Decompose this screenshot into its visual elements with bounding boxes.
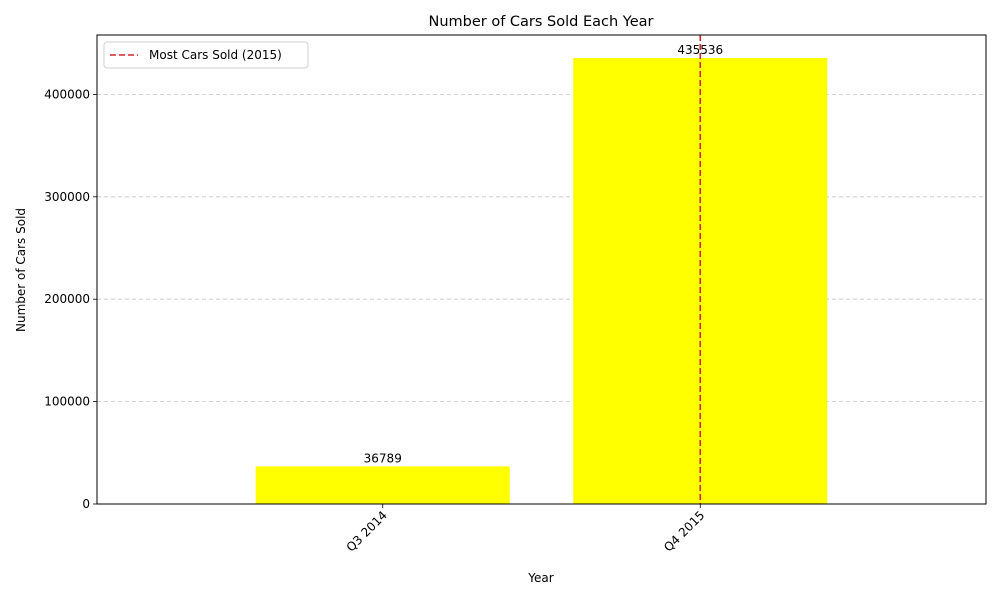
x-tick-label: Q4 2015 — [661, 508, 707, 554]
bar-value-label: 435536 — [677, 43, 723, 57]
data-labels: 36789 435536 — [364, 43, 724, 465]
y-tick-label: 0 — [82, 497, 90, 511]
legend: Most Cars Sold (2015) — [103, 41, 309, 69]
y-tick-label: 300000 — [44, 190, 90, 204]
bar — [255, 466, 510, 504]
x-tick-label: Q3 2014 — [344, 508, 390, 554]
axes: 0 100000 200000 300000 400000 Q3 2014 Q4 2015 — [44, 34, 987, 554]
bars — [255, 58, 828, 504]
gridlines — [97, 93, 986, 402]
y-tick-label: 100000 — [44, 395, 90, 409]
y-tick-label: 200000 — [44, 292, 90, 306]
bar-value-label: 36789 — [364, 451, 402, 465]
chart-title: Number of Cars Sold Each Year — [428, 14, 653, 30]
legend-box — [103, 41, 309, 69]
y-axis-label: Number of Cars Sold — [14, 208, 28, 332]
x-axis-label: Year — [527, 571, 553, 585]
plot-frame — [96, 34, 987, 505]
y-tick-label: 400000 — [44, 87, 90, 101]
legend-label: Most Cars Sold (2015) — [149, 48, 282, 62]
